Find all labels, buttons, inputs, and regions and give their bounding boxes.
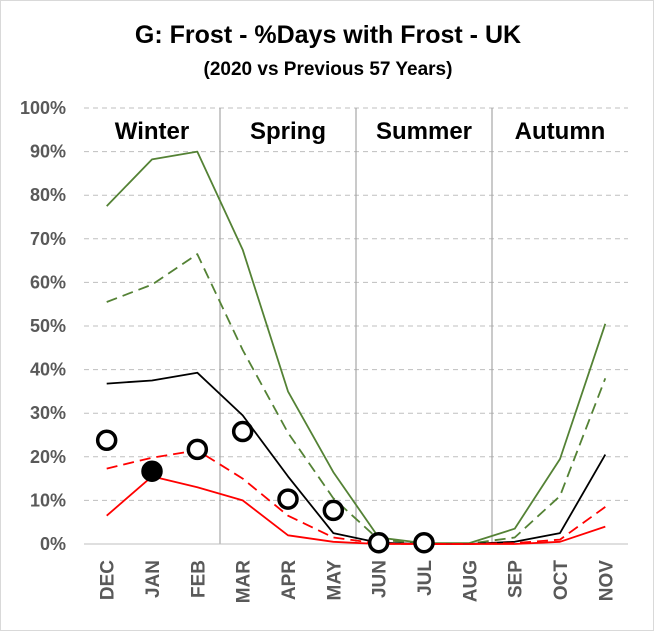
markers-2020 [95,420,435,554]
marker-2020-jun [367,531,390,554]
y-tick-label: 40% [30,360,66,380]
marker-2020-apr [277,488,299,510]
y-tick-label: 80% [30,185,66,205]
chart-subtitle: (2020 vs Previous 57 Years) [204,59,453,80]
season-labels: Winter Spring Summer Autumn [115,118,606,145]
x-tick-label: AUG [460,560,481,602]
x-tick-label: APR [279,560,300,600]
season-label: Spring [250,118,326,145]
x-axis: DEC JAN FEB MAR APR MAY JUN JUL AUG SEP OCT NOV [98,560,618,604]
series-line-4 [106,475,606,545]
x-tick-label: MAR [234,560,255,604]
y-tick-label: 60% [30,272,66,292]
marker-2020-jan [141,460,163,482]
y-tick-label: 10% [30,490,66,510]
x-tick-label: OCT [551,560,572,601]
season-label: Winter [115,118,189,145]
series-line-1 [106,253,607,545]
y-tick-label: 50% [30,316,66,336]
x-tick-label: DEC [98,560,119,600]
series-line-0 [106,150,607,544]
y-tick-label: 100% [20,98,66,118]
y-tick-label: 20% [30,447,66,467]
x-tick-label: SEP [506,560,527,598]
season-label: Autumn [515,118,606,145]
marker-2020-dec [95,429,118,451]
y-tick-label: 0% [40,534,66,554]
marker-2020-may [322,499,345,522]
x-tick-label: MAY [324,560,345,601]
y-tick-label: 30% [30,403,66,423]
season-label: Summer [376,118,472,145]
x-tick-label: FEB [188,560,209,598]
series-lines [106,150,607,545]
season-dividers [219,108,493,544]
series-line-3 [106,449,606,545]
marker-2020-mar [231,420,254,443]
y-axis: 0% 10% 20% 30% 40% 50% 60% 70% 80% 90% 100% [20,98,628,554]
y-tick-label: 90% [30,142,66,162]
x-tick-label: JAN [143,560,164,598]
x-tick-label: NOV [596,560,617,602]
x-tick-label: JUN [370,560,391,598]
x-tick-label: JUL [415,560,436,596]
chart-title: G: Frost - %Days with Frost - UK [135,21,521,49]
series-line-2 [106,371,607,545]
marker-2020-feb [186,438,209,461]
marker-2020-jul [413,531,435,554]
y-tick-label: 70% [30,229,66,249]
